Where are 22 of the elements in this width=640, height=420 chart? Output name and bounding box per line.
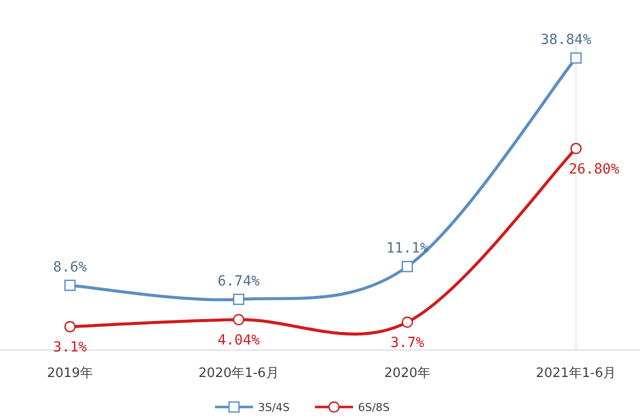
legend-label: 3S/4S <box>258 401 290 414</box>
point <box>64 280 76 291</box>
point <box>402 316 413 328</box>
data-label: 8.6% <box>53 259 88 276</box>
point <box>402 260 413 272</box>
point <box>64 321 76 332</box>
x-tick-label: 2020年 <box>384 366 430 381</box>
x-tick-label: 2019年 <box>46 366 94 381</box>
data-label: 3.7% <box>390 335 425 352</box>
point <box>570 52 582 64</box>
data-label: 3.1% <box>53 340 88 356</box>
point <box>233 294 244 305</box>
point <box>570 142 582 154</box>
data-label: 6.74% <box>218 273 260 290</box>
data-label: 38.84% <box>540 32 592 48</box>
data-label: 11.1% <box>386 240 429 257</box>
data-label: 4.04% <box>218 332 260 349</box>
x-tick-label: 2021年1-6月 <box>536 366 616 381</box>
legend-label: 6S/8S <box>358 401 390 414</box>
data-label: 26.80% <box>568 162 620 178</box>
point <box>233 314 244 326</box>
x-tick-label: 2020年1-6月 <box>198 366 279 381</box>
